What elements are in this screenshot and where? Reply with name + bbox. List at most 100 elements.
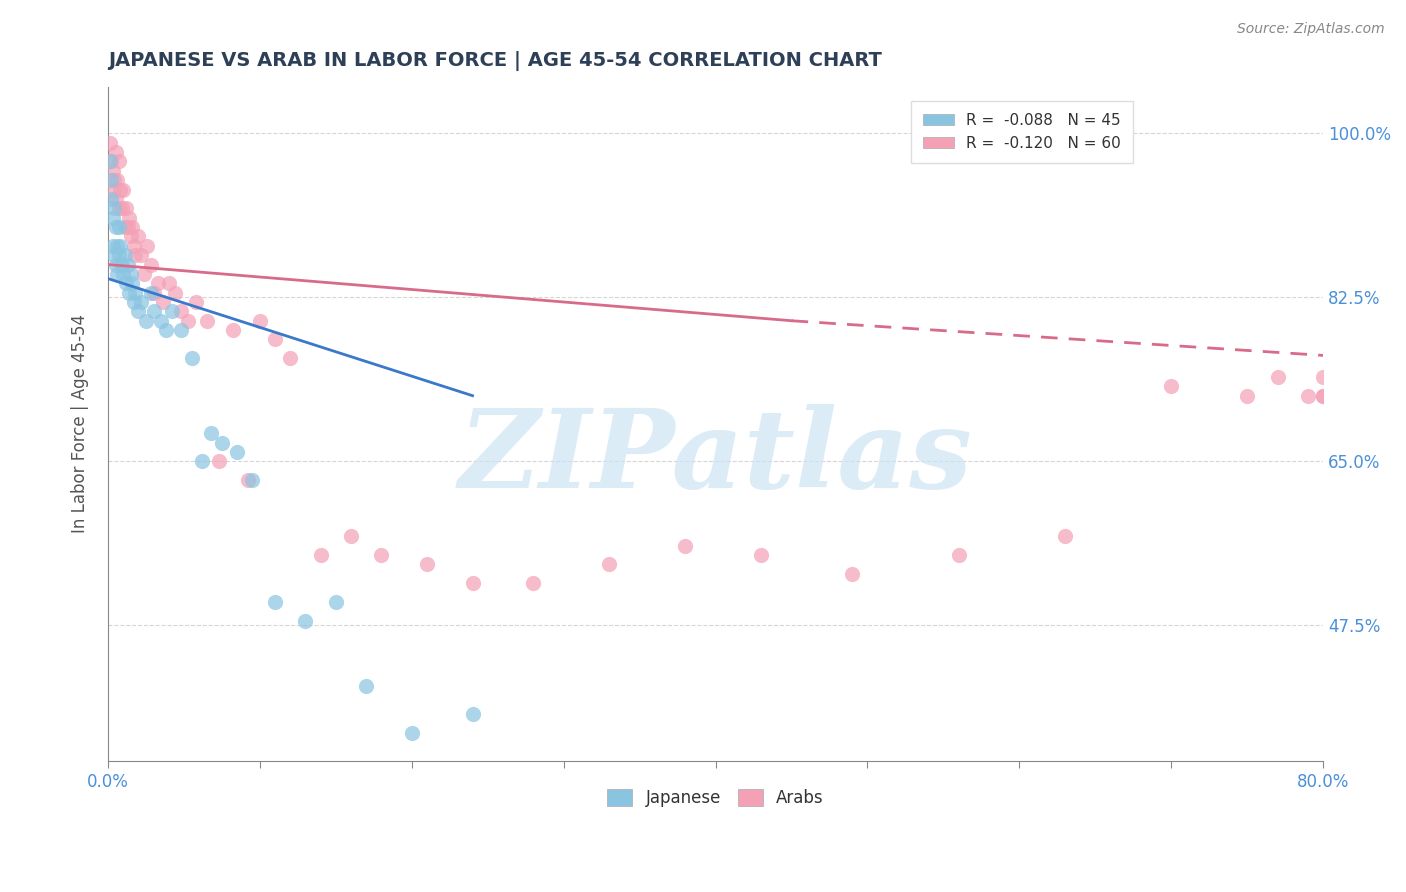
Point	[103, 248, 125, 262]
Point	[112, 267, 135, 281]
Point	[124, 285, 146, 300]
Point	[124, 248, 146, 262]
Point	[340, 529, 363, 543]
Point	[104, 192, 127, 206]
Point	[221, 323, 243, 337]
Point	[101, 164, 124, 178]
Point	[401, 726, 423, 740]
Point	[1312, 389, 1334, 403]
Point	[107, 248, 129, 262]
Point	[127, 304, 149, 318]
Point	[142, 304, 165, 318]
Point	[98, 136, 121, 150]
Point	[112, 183, 135, 197]
Point	[749, 548, 772, 562]
Point	[142, 285, 165, 300]
Point	[673, 539, 696, 553]
Point	[107, 154, 129, 169]
Point	[170, 323, 193, 337]
Point	[948, 548, 970, 562]
Point	[101, 239, 124, 253]
Y-axis label: In Labor Force | Age 45-54: In Labor Force | Age 45-54	[72, 314, 89, 533]
Point	[294, 614, 316, 628]
Point	[160, 304, 183, 318]
Point	[118, 285, 141, 300]
Point	[195, 314, 218, 328]
Point	[1267, 370, 1289, 384]
Point	[354, 679, 377, 693]
Text: Source: ZipAtlas.com: Source: ZipAtlas.com	[1237, 22, 1385, 37]
Point	[240, 473, 263, 487]
Point	[1236, 389, 1258, 403]
Point	[1160, 379, 1182, 393]
Point	[325, 595, 347, 609]
Point	[111, 202, 134, 216]
Point	[264, 333, 287, 347]
Point	[100, 192, 122, 206]
Point	[200, 426, 222, 441]
Point	[115, 277, 138, 291]
Point	[117, 258, 139, 272]
Point	[131, 295, 153, 310]
Point	[278, 351, 301, 366]
Point	[127, 229, 149, 244]
Point	[118, 211, 141, 225]
Point	[122, 239, 145, 253]
Point	[309, 548, 332, 562]
Point	[150, 314, 173, 328]
Point	[134, 267, 156, 281]
Point	[120, 229, 142, 244]
Point	[522, 576, 544, 591]
Point	[100, 154, 122, 169]
Point	[416, 558, 439, 572]
Point	[184, 295, 207, 310]
Point	[155, 323, 177, 337]
Point	[841, 566, 863, 581]
Point	[114, 248, 136, 262]
Point	[131, 248, 153, 262]
Point	[122, 295, 145, 310]
Point	[98, 154, 121, 169]
Point	[107, 220, 129, 235]
Point	[1053, 529, 1076, 543]
Point	[370, 548, 392, 562]
Point	[114, 220, 136, 235]
Point	[103, 202, 125, 216]
Point	[211, 435, 233, 450]
Point	[264, 595, 287, 609]
Text: JAPANESE VS ARAB IN LABOR FORCE | AGE 45-54 CORRELATION CHART: JAPANESE VS ARAB IN LABOR FORCE | AGE 45…	[108, 51, 882, 70]
Point	[139, 258, 162, 272]
Point	[108, 239, 131, 253]
Point	[191, 454, 214, 468]
Point	[136, 239, 159, 253]
Point	[152, 295, 174, 310]
Point	[101, 183, 124, 197]
Point	[105, 173, 128, 187]
Point	[104, 220, 127, 235]
Point	[157, 277, 180, 291]
Point	[208, 454, 231, 468]
Point	[104, 258, 127, 272]
Point	[108, 183, 131, 197]
Point	[135, 314, 157, 328]
Point	[139, 285, 162, 300]
Point	[1312, 389, 1334, 403]
Point	[104, 145, 127, 160]
Point	[461, 707, 484, 722]
Point	[180, 351, 202, 366]
Point	[170, 304, 193, 318]
Point	[249, 314, 271, 328]
Point	[121, 277, 143, 291]
Point	[1312, 370, 1334, 384]
Point	[1296, 389, 1319, 403]
Point	[236, 473, 259, 487]
Point	[103, 173, 125, 187]
Point	[111, 258, 134, 272]
Point	[100, 173, 122, 187]
Point	[105, 267, 128, 281]
Point	[117, 220, 139, 235]
Point	[107, 202, 129, 216]
Point	[101, 211, 124, 225]
Point	[120, 267, 142, 281]
Point	[177, 314, 200, 328]
